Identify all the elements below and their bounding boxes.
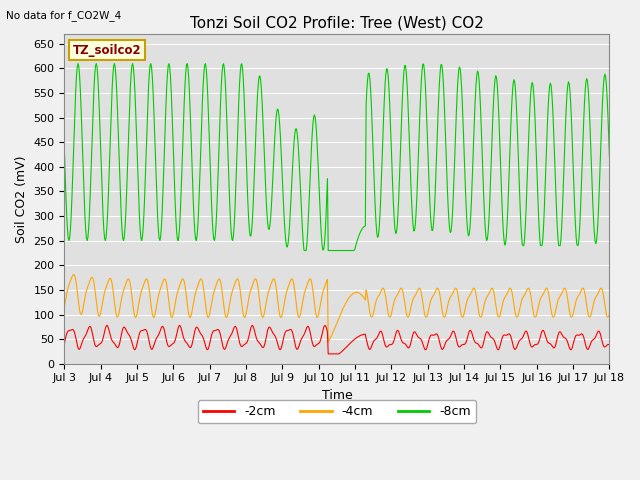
-4cm [420,311,428,316]
Line: -8cm: -8cm [65,63,609,251]
-8cm [301,248,308,253]
-4cm [324,339,332,345]
-2cm [127,335,134,340]
Line: -4cm: -4cm [65,275,609,342]
-8cm [211,233,219,239]
-2cm [324,351,332,357]
-2cm [61,340,68,346]
-2cm [420,346,428,351]
-4cm [211,285,219,290]
-2cm [605,342,613,348]
-4cm [182,294,190,300]
Text: TZ_soilco2: TZ_soilco2 [72,44,141,57]
-2cm [404,345,412,351]
-4cm [61,303,68,309]
X-axis label: Time: Time [321,389,352,402]
-8cm [74,60,82,66]
Y-axis label: Soil CO2 (mV): Soil CO2 (mV) [15,155,28,242]
-2cm [182,340,190,346]
-4cm [70,272,77,277]
-8cm [182,62,190,68]
-8cm [127,71,135,77]
-2cm [70,329,78,335]
-2cm [211,327,219,333]
Text: No data for f_CO2W_4: No data for f_CO2W_4 [6,10,122,21]
-8cm [404,116,412,122]
-4cm [71,274,79,279]
-8cm [61,149,68,155]
Title: Tonzi Soil CO2 Profile: Tree (West) CO2: Tonzi Soil CO2 Profile: Tree (West) CO2 [190,15,484,30]
-2cm [176,323,184,328]
-8cm [420,68,428,74]
-4cm [605,311,613,317]
-8cm [605,154,613,159]
-8cm [70,126,78,132]
-4cm [127,287,135,293]
-4cm [404,314,412,320]
Line: -2cm: -2cm [65,325,609,354]
Legend: -2cm, -4cm, -8cm: -2cm, -4cm, -8cm [198,400,476,423]
